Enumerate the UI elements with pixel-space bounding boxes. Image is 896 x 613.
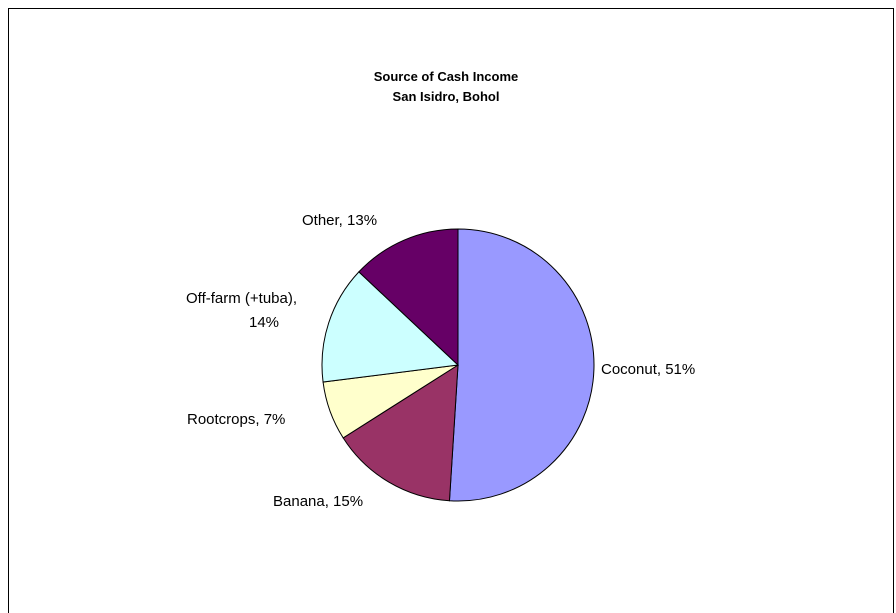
pie-slice-coconut bbox=[448, 228, 595, 502]
slice-label-off-farm-line1: Off-farm (+tuba), bbox=[186, 290, 297, 307]
slice-label-coconut: Coconut, 51% bbox=[601, 361, 695, 378]
slice-label-other: Other, 13% bbox=[302, 212, 377, 229]
slice-label-banana: Banana, 15% bbox=[273, 493, 363, 510]
slice-label-rootcrops: Rootcrops, 7% bbox=[187, 411, 285, 428]
chart-area: Source of Cash Income San Isidro, Bohol … bbox=[8, 8, 894, 613]
chart-title: Source of Cash Income bbox=[374, 69, 518, 84]
pie-slice-off-farm bbox=[321, 271, 460, 383]
pie-slices bbox=[321, 228, 595, 502]
pie-slice-banana bbox=[342, 364, 459, 502]
pie-slice-other bbox=[358, 228, 459, 367]
pie-chart: Source of Cash Income San Isidro, Bohol … bbox=[186, 69, 695, 510]
chart-subtitle: San Isidro, Bohol bbox=[393, 89, 500, 104]
slice-label-off-farm-line2: 14% bbox=[249, 314, 279, 331]
